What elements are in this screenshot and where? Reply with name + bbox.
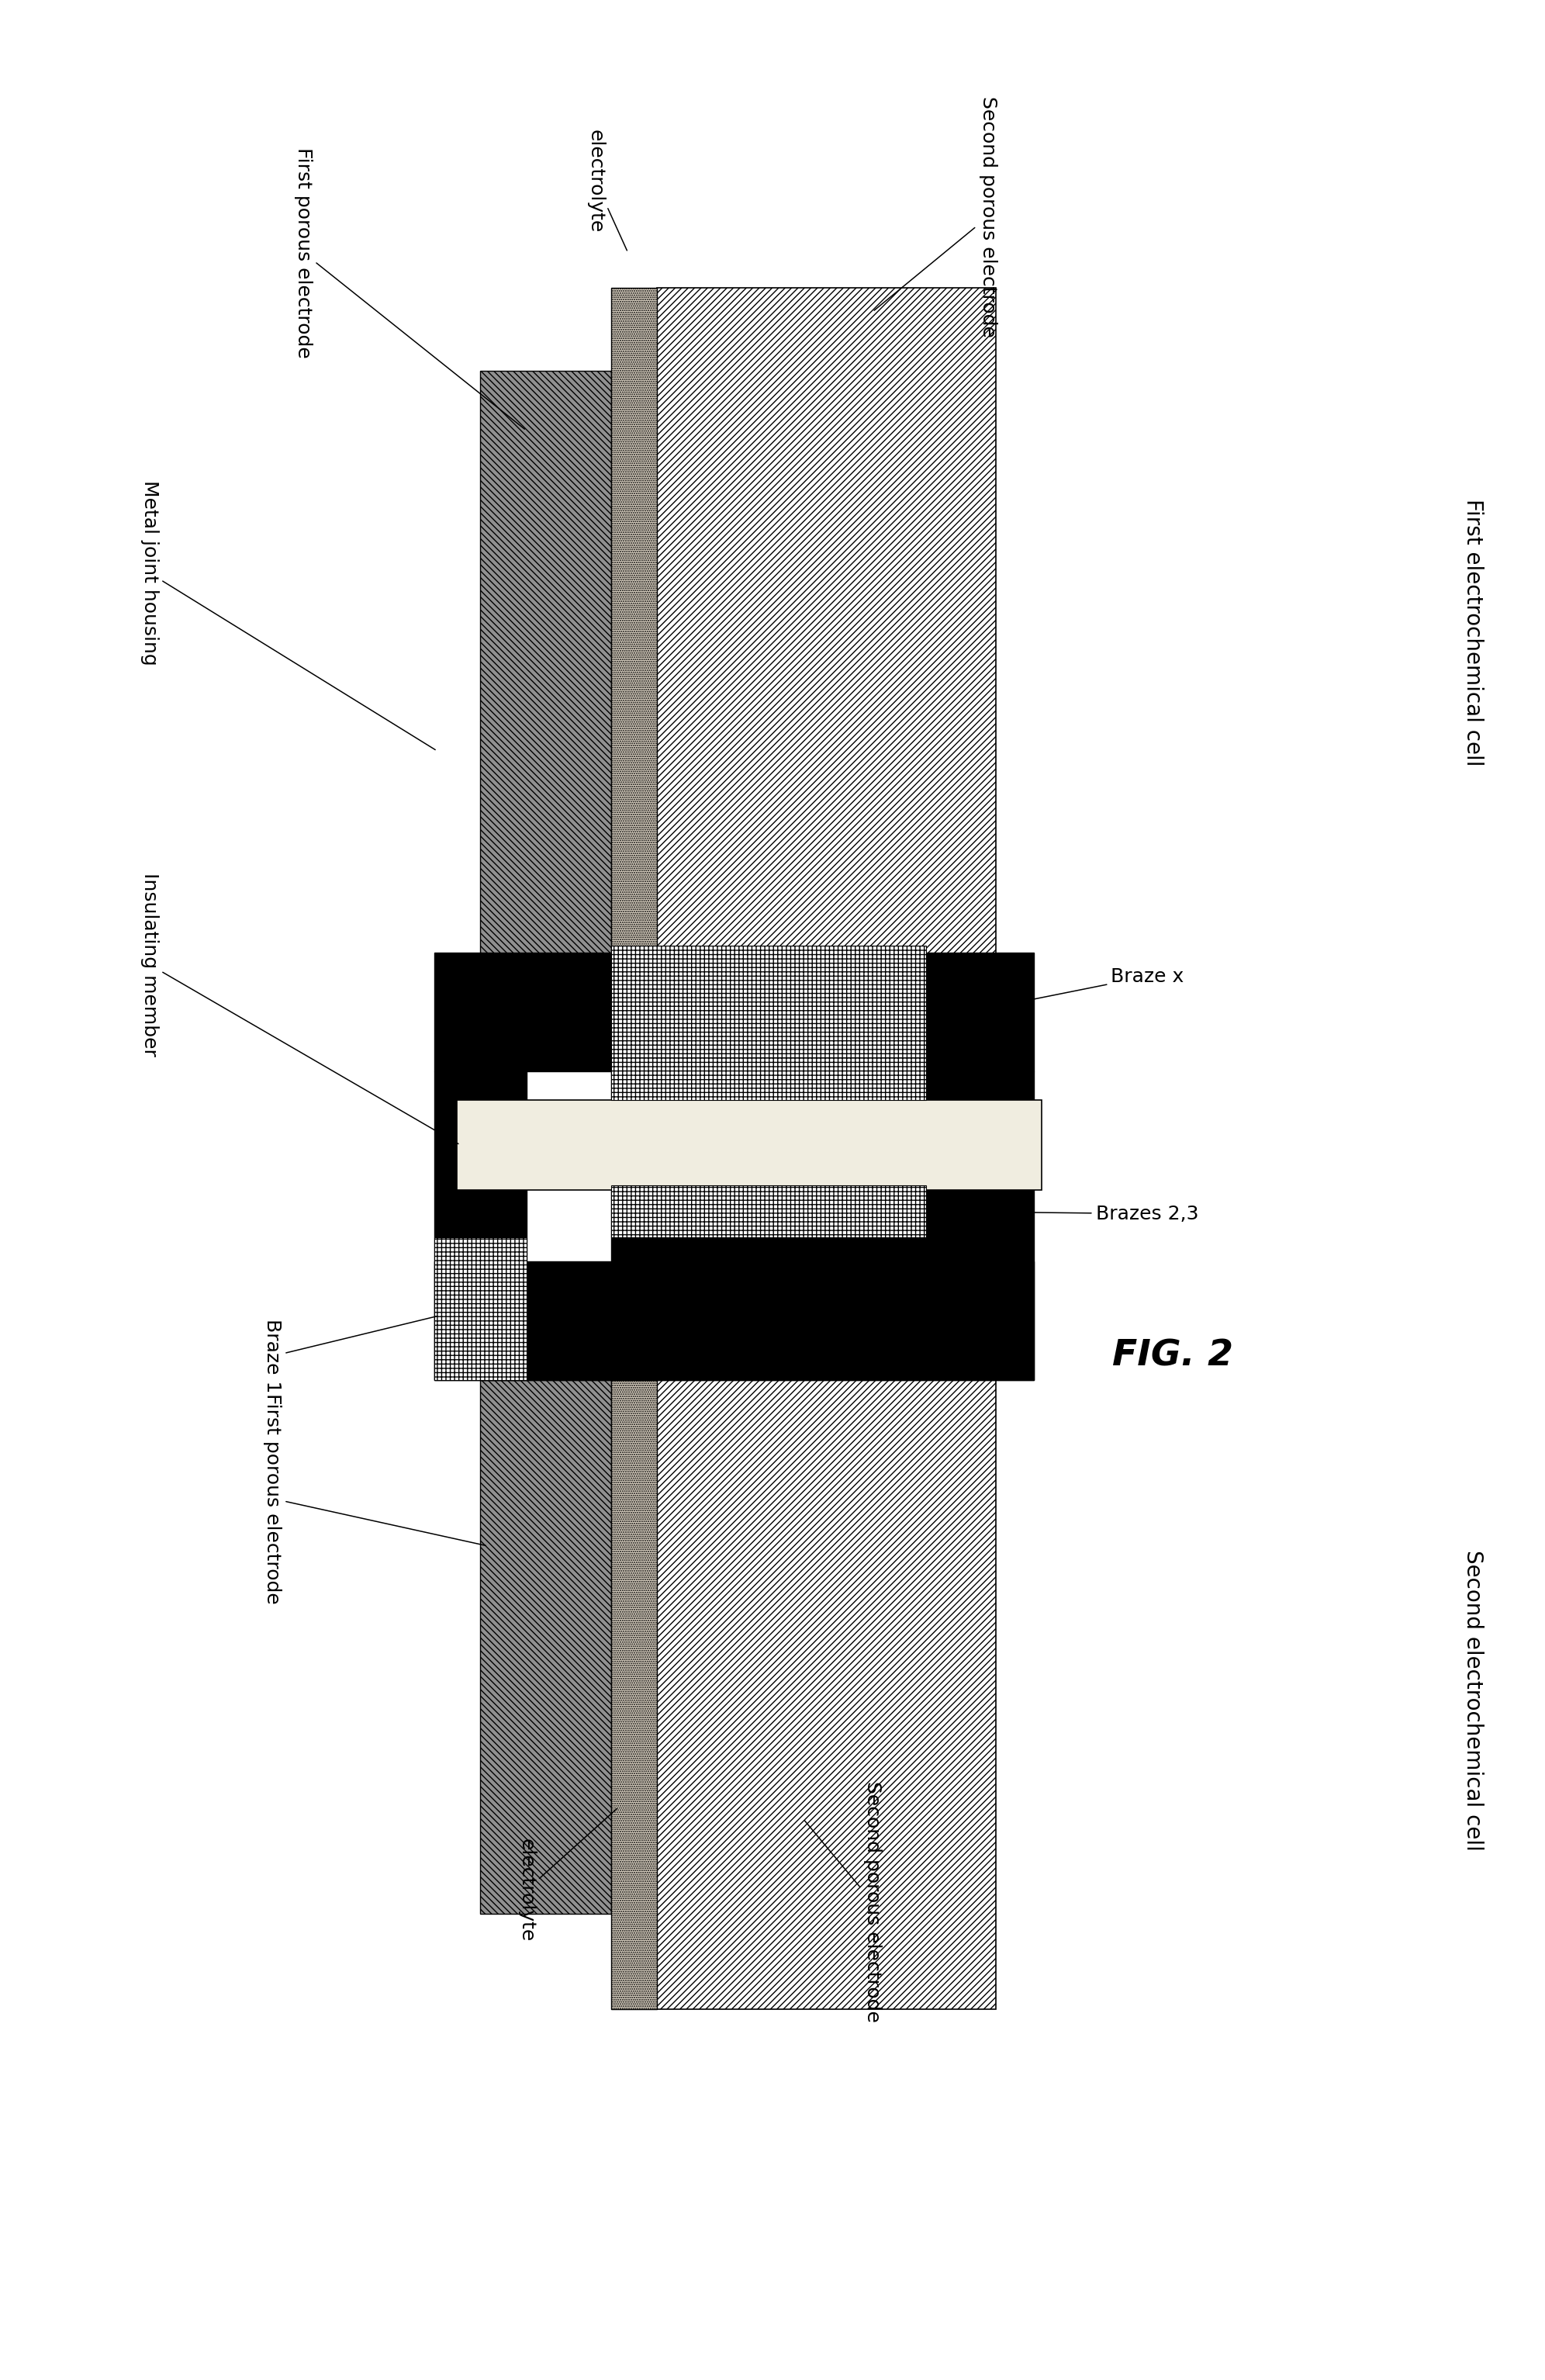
Bar <box>610 288 657 964</box>
Text: First porous electrode: First porous electrode <box>294 148 525 428</box>
Text: Braze x: Braze x <box>936 966 1183 1019</box>
Bar <box>610 1071 927 1380</box>
Text: electrolyte: electrolyte <box>518 1809 616 1942</box>
Bar <box>434 952 1034 1071</box>
Text: Insulating member: Insulating member <box>141 873 459 1145</box>
Bar <box>610 945 927 1076</box>
Bar <box>657 1380 995 2009</box>
Text: Second electrochemical cell: Second electrochemical cell <box>1462 1549 1483 1852</box>
Bar <box>434 1238 527 1380</box>
Bar <box>480 371 610 964</box>
Bar <box>434 1071 527 1380</box>
Text: Brazes 2,3: Brazes 2,3 <box>936 1204 1199 1223</box>
Bar <box>657 288 995 964</box>
Text: First electrochemical cell: First electrochemical cell <box>1462 497 1483 766</box>
Text: Metal joint housing: Metal joint housing <box>141 481 436 750</box>
Bar <box>927 1071 1034 1380</box>
Text: Second porous electrode: Second porous electrode <box>805 1783 882 2023</box>
Text: First porous electrode: First porous electrode <box>263 1392 485 1604</box>
Bar <box>610 1380 657 2009</box>
Bar <box>480 1380 610 1914</box>
Bar <box>457 1100 1041 1190</box>
Text: electrolyte: electrolyte <box>586 129 627 250</box>
Text: Braze 1: Braze 1 <box>263 1316 437 1392</box>
Bar <box>610 1057 927 1100</box>
Bar <box>434 1261 1034 1380</box>
Text: FIG. 2: FIG. 2 <box>1112 1338 1233 1373</box>
Text: Second porous electrode: Second porous electrode <box>874 95 997 338</box>
Bar <box>610 1185 927 1238</box>
